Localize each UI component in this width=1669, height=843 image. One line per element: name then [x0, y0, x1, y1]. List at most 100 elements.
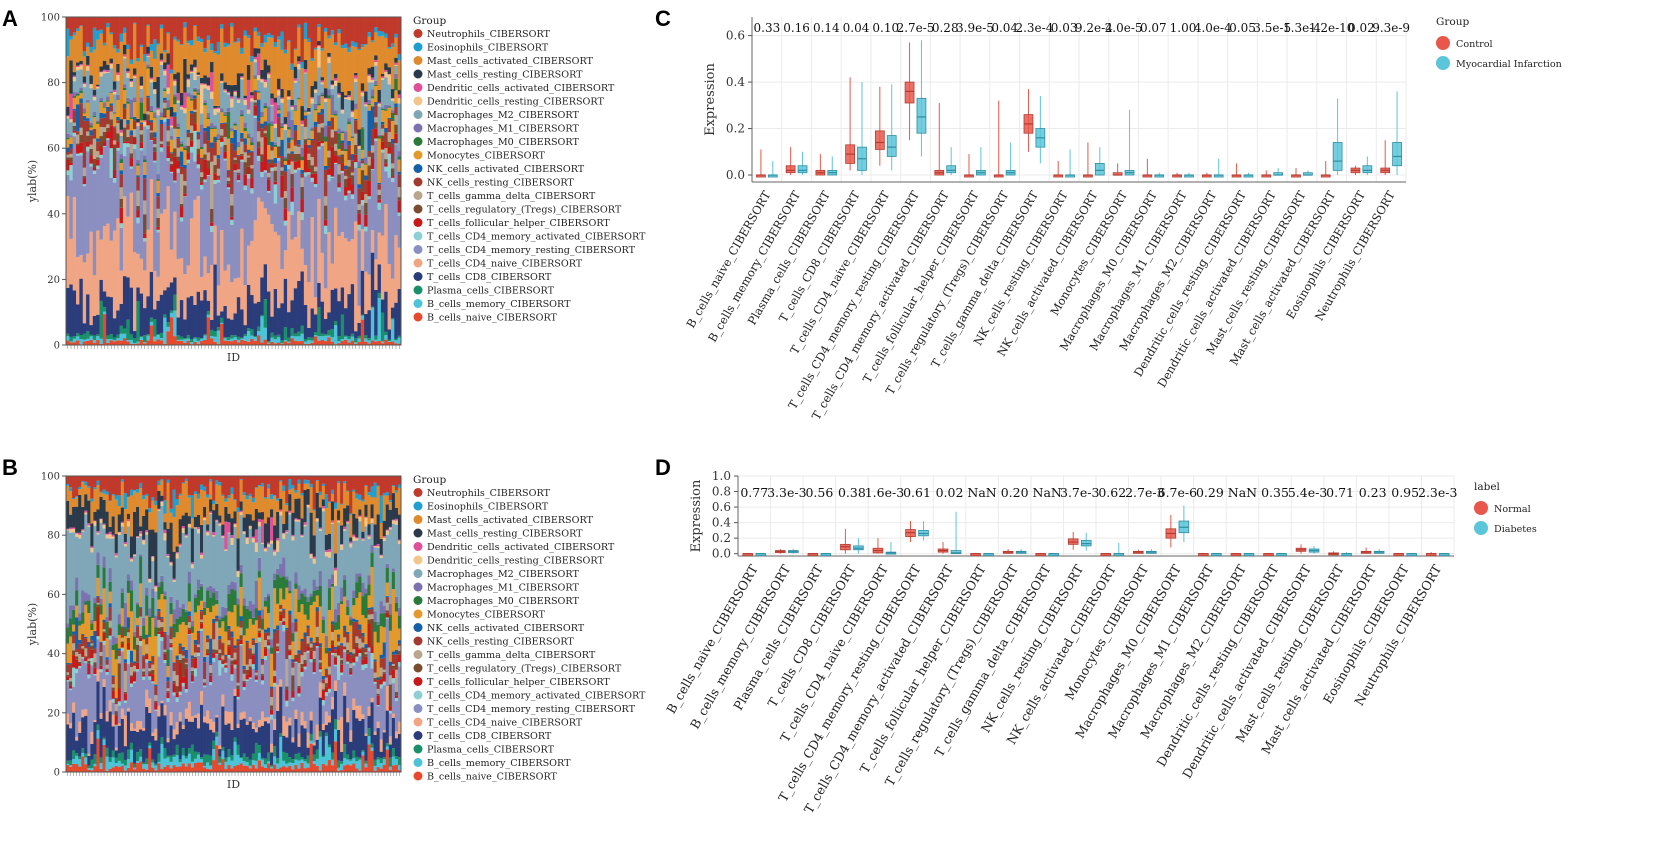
stack-segment: [256, 91, 261, 93]
stack-segment: [119, 129, 124, 133]
stack-segment: [129, 686, 134, 724]
stack-segment: [193, 91, 197, 96]
stack-segment: [251, 645, 256, 654]
stack-segment: [379, 601, 384, 614]
stack-segment: [370, 697, 374, 703]
stack-segment: [236, 73, 241, 98]
stack-segment: [76, 30, 80, 63]
stack-segment: [149, 132, 154, 139]
stack-segment: [76, 336, 80, 341]
stack-segment: [310, 17, 315, 59]
stack-segment: [294, 519, 298, 522]
stack-segment: [169, 522, 173, 562]
stack-segment: [352, 657, 356, 663]
stack-segment: [344, 175, 348, 180]
stack-segment: [385, 710, 390, 744]
stack-segment: [260, 476, 265, 484]
stack-segment: [227, 533, 231, 586]
stack-segment: [306, 747, 310, 756]
stack-segment: [343, 575, 347, 580]
stack-segment: [102, 744, 106, 772]
stack-segment: [306, 732, 310, 748]
stack-segment: [394, 507, 399, 519]
stack-segment: [129, 590, 134, 612]
stack-segment: [96, 577, 100, 596]
stack-segment: [149, 112, 154, 121]
stack-segment: [87, 476, 91, 487]
stack-segment: [347, 121, 352, 125]
stack-segment: [123, 602, 128, 627]
stack-segment: [200, 189, 204, 277]
stack-segment: [360, 47, 365, 84]
stack-segment: [344, 98, 348, 132]
stack-segment: [288, 476, 292, 480]
stack-segment: [126, 277, 130, 320]
stack-segment: [212, 618, 216, 624]
stack-segment: [116, 80, 120, 95]
stack-segment: [193, 59, 197, 67]
stack-segment: [72, 624, 76, 632]
stack-segment: [293, 66, 298, 79]
stack-segment: [230, 680, 234, 712]
stack-segment: [240, 47, 244, 54]
stack-segment: [354, 46, 358, 73]
stack-segment: [206, 638, 210, 643]
stack-segment: [142, 674, 146, 677]
stack-segment: [283, 327, 288, 341]
stack-segment: [213, 53, 218, 106]
stack-segment: [129, 17, 134, 60]
stack-segment: [190, 495, 195, 519]
stack-segment: [216, 178, 221, 180]
stack-segment: [382, 476, 387, 493]
stack-segment: [263, 106, 268, 109]
stack-segment: [178, 545, 183, 547]
stack-segment: [226, 94, 231, 108]
stack-segment: [159, 338, 164, 341]
stack-segment: [181, 608, 186, 623]
stack-segment: [327, 722, 332, 745]
stack-segment: [166, 755, 170, 758]
stack-segment: [355, 756, 359, 762]
stack-segment: [99, 102, 104, 113]
stack-segment: [373, 631, 377, 660]
stack-segment: [109, 68, 114, 92]
stack-segment: [236, 146, 241, 148]
stack-segment: [337, 156, 341, 165]
stack-segment: [360, 160, 365, 164]
stack-segment: [79, 65, 84, 70]
stack-segment: [350, 17, 355, 42]
stack-segment: [82, 17, 87, 52]
stack-segment: [354, 42, 358, 47]
stack-segment: [318, 736, 323, 771]
stack-segment: [388, 757, 393, 767]
stack-segment: [364, 214, 368, 227]
stack-segment: [377, 298, 382, 341]
stack-segment: [227, 646, 231, 656]
stack-segment: [243, 35, 248, 96]
stack-segment: [354, 81, 358, 104]
stack-segment: [260, 176, 264, 202]
stack-segment: [82, 112, 87, 114]
stack-segment: [352, 534, 356, 537]
stack-segment: [160, 479, 164, 481]
stack-segment: [310, 130, 315, 139]
stack-segment: [321, 508, 326, 512]
legend-label: Dendritic_cells_activated_CIBERSORT: [427, 83, 615, 94]
stack-segment: [166, 110, 171, 119]
stack-segment: [380, 141, 385, 150]
stack-segment: [226, 187, 231, 190]
stack-segment: [291, 675, 295, 692]
stack-segment: [117, 753, 122, 761]
stack-segment: [282, 557, 286, 577]
stack-segment: [367, 595, 371, 608]
stack-segment: [361, 531, 365, 539]
stack-segment: [216, 54, 221, 107]
stack-segment: [254, 642, 259, 671]
stack-segment: [148, 582, 152, 609]
stack-segment: [123, 533, 128, 543]
panel-letter-b: B: [2, 455, 18, 480]
stack-segment: [257, 519, 262, 522]
stack-segment: [343, 651, 347, 683]
stack-segment: [179, 17, 184, 45]
stack-segment: [148, 529, 152, 579]
